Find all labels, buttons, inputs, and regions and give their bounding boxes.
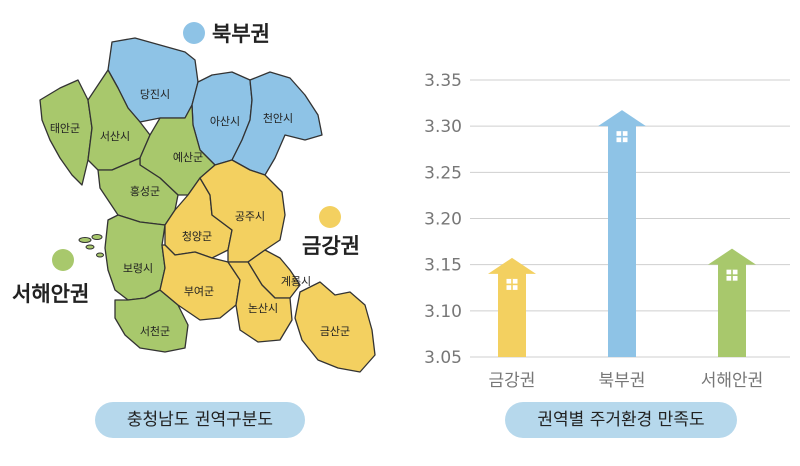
region-map-panel: 당진시 아산시 천안시 태안군 서산시 예산군 홍성군 보령시 서천군 청양군 … (12, 22, 376, 438)
bar (598, 110, 646, 358)
label-buyeo: 부여군 (184, 285, 214, 298)
map-caption: 충청남도 권역구분도 (95, 402, 305, 438)
bar (708, 248, 756, 357)
chart-caption: 권역별 주거환경 만족도 (505, 402, 737, 438)
islands (78, 234, 104, 258)
y-tick-label: 3.15 (424, 256, 462, 276)
district-geumsan (294, 281, 376, 373)
y-tick-label: 3.20 (424, 210, 462, 230)
x-tick-label: 금강권 (489, 371, 536, 391)
region-marker-seohaean (52, 249, 74, 271)
district-nonsan (227, 261, 293, 343)
bar (488, 257, 536, 357)
x-tick-label: 서해안권 (701, 371, 764, 391)
x-tick-label: 북부권 (599, 371, 646, 391)
region-label-geumgang: 금강권 (302, 234, 360, 258)
label-yesan: 예산군 (173, 151, 203, 164)
label-asan: 아산시 (210, 115, 240, 128)
label-cheongyang: 청양군 (182, 230, 212, 243)
label-boryeong: 보령시 (123, 262, 153, 275)
region-marker-bukbu (183, 22, 205, 44)
y-tick-label: 3.30 (424, 117, 462, 137)
satisfaction-bar-chart: 3.35 3.30 3.25 3.20 3.15 3.10 3.05 금강권 북부권 서해안권 (424, 71, 790, 391)
label-seocheon: 서천군 (140, 324, 170, 338)
label-gyeryong: 계룡시 (281, 275, 311, 288)
label-cheonan: 천안시 (263, 111, 293, 125)
district-seocheon (114, 289, 189, 353)
district-boryeong (104, 214, 166, 301)
region-label-seohaean: 서해안권 (12, 282, 89, 306)
label-seosan: 서산시 (100, 130, 130, 143)
chungnam-region-map: 당진시 아산시 천안시 태안군 서산시 예산군 홍성군 보령시 서천군 청양군 … (12, 22, 376, 373)
district-cheonan (231, 71, 323, 176)
region-marker-geumgang (319, 206, 341, 228)
label-gongju: 공주시 (235, 210, 265, 223)
label-taean: 태안군 (50, 122, 80, 135)
y-tick-label: 3.25 (424, 163, 462, 183)
label-hongseong: 홍성군 (130, 184, 160, 198)
y-tick-label: 3.35 (424, 71, 462, 91)
region-label-bukbu: 북부권 (212, 22, 270, 46)
label-nonsan: 논산시 (248, 302, 278, 315)
y-tick-label: 3.05 (424, 348, 462, 368)
label-dangjin: 당진시 (140, 88, 170, 101)
label-geumsan: 금산군 (320, 325, 350, 338)
y-tick-label: 3.10 (424, 302, 462, 322)
district-taean (39, 79, 93, 186)
chart-panel: 3.35 3.30 3.25 3.20 3.15 3.10 3.05 금강권 북부권 서해안권 권… (400, 0, 800, 466)
